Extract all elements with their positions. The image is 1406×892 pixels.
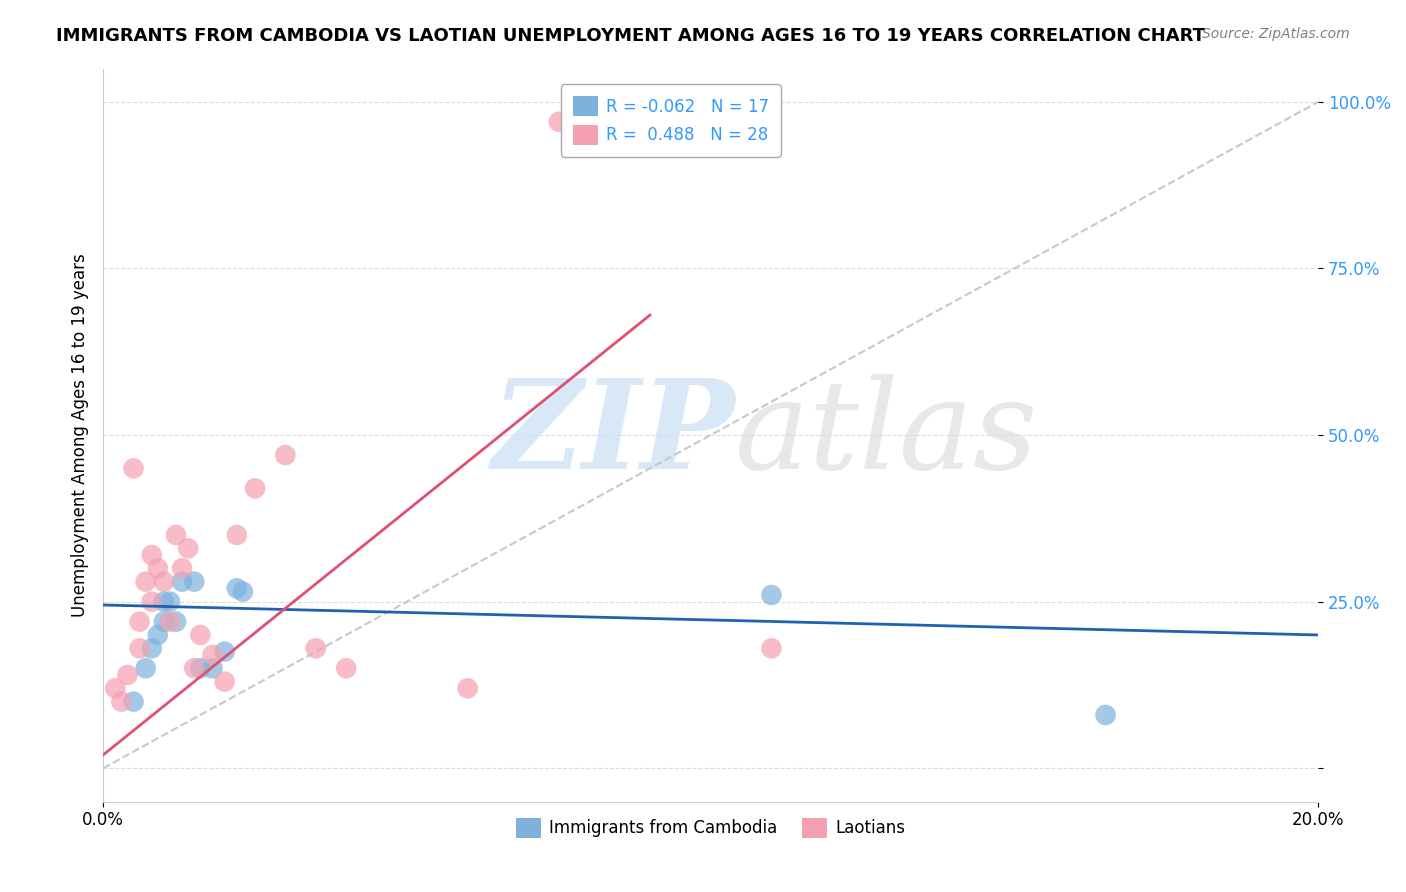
Point bbox=[165, 615, 187, 629]
Point bbox=[122, 461, 145, 475]
Point bbox=[165, 528, 187, 542]
Point bbox=[188, 628, 211, 642]
Point bbox=[225, 528, 247, 542]
Point bbox=[201, 661, 224, 675]
Point bbox=[104, 681, 127, 696]
Point bbox=[128, 641, 150, 656]
Text: atlas: atlas bbox=[735, 375, 1039, 496]
Point bbox=[159, 615, 181, 629]
Point bbox=[110, 695, 132, 709]
Point bbox=[141, 641, 163, 656]
Point bbox=[153, 574, 176, 589]
Point bbox=[141, 594, 163, 608]
Point bbox=[761, 588, 783, 602]
Point bbox=[232, 584, 254, 599]
Point bbox=[214, 674, 236, 689]
Point bbox=[457, 681, 479, 696]
Point bbox=[159, 594, 181, 608]
Point bbox=[128, 615, 150, 629]
Y-axis label: Unemployment Among Ages 16 to 19 years: Unemployment Among Ages 16 to 19 years bbox=[72, 253, 89, 617]
Point bbox=[153, 615, 176, 629]
Text: ZIP: ZIP bbox=[491, 375, 735, 496]
Point bbox=[153, 594, 176, 608]
Point bbox=[117, 668, 139, 682]
Text: Source: ZipAtlas.com: Source: ZipAtlas.com bbox=[1202, 27, 1350, 41]
Point bbox=[201, 648, 224, 662]
Point bbox=[135, 661, 157, 675]
Point bbox=[335, 661, 357, 675]
Point bbox=[225, 582, 247, 596]
Point bbox=[188, 661, 211, 675]
Point bbox=[214, 645, 236, 659]
Point bbox=[305, 641, 328, 656]
Point bbox=[122, 695, 145, 709]
Point bbox=[146, 561, 169, 575]
Text: IMMIGRANTS FROM CAMBODIA VS LAOTIAN UNEMPLOYMENT AMONG AGES 16 TO 19 YEARS CORRE: IMMIGRANTS FROM CAMBODIA VS LAOTIAN UNEM… bbox=[56, 27, 1205, 45]
Point bbox=[183, 661, 205, 675]
Point bbox=[183, 574, 205, 589]
Point bbox=[547, 115, 569, 129]
Point bbox=[1094, 708, 1116, 723]
Point bbox=[638, 115, 661, 129]
Point bbox=[141, 548, 163, 562]
Point bbox=[135, 574, 157, 589]
Point bbox=[177, 541, 200, 556]
Point bbox=[274, 448, 297, 462]
Point bbox=[172, 561, 194, 575]
Point bbox=[243, 481, 266, 495]
Point bbox=[172, 574, 194, 589]
Point bbox=[761, 641, 783, 656]
Point bbox=[146, 628, 169, 642]
Legend: Immigrants from Cambodia, Laotians: Immigrants from Cambodia, Laotians bbox=[509, 811, 912, 845]
